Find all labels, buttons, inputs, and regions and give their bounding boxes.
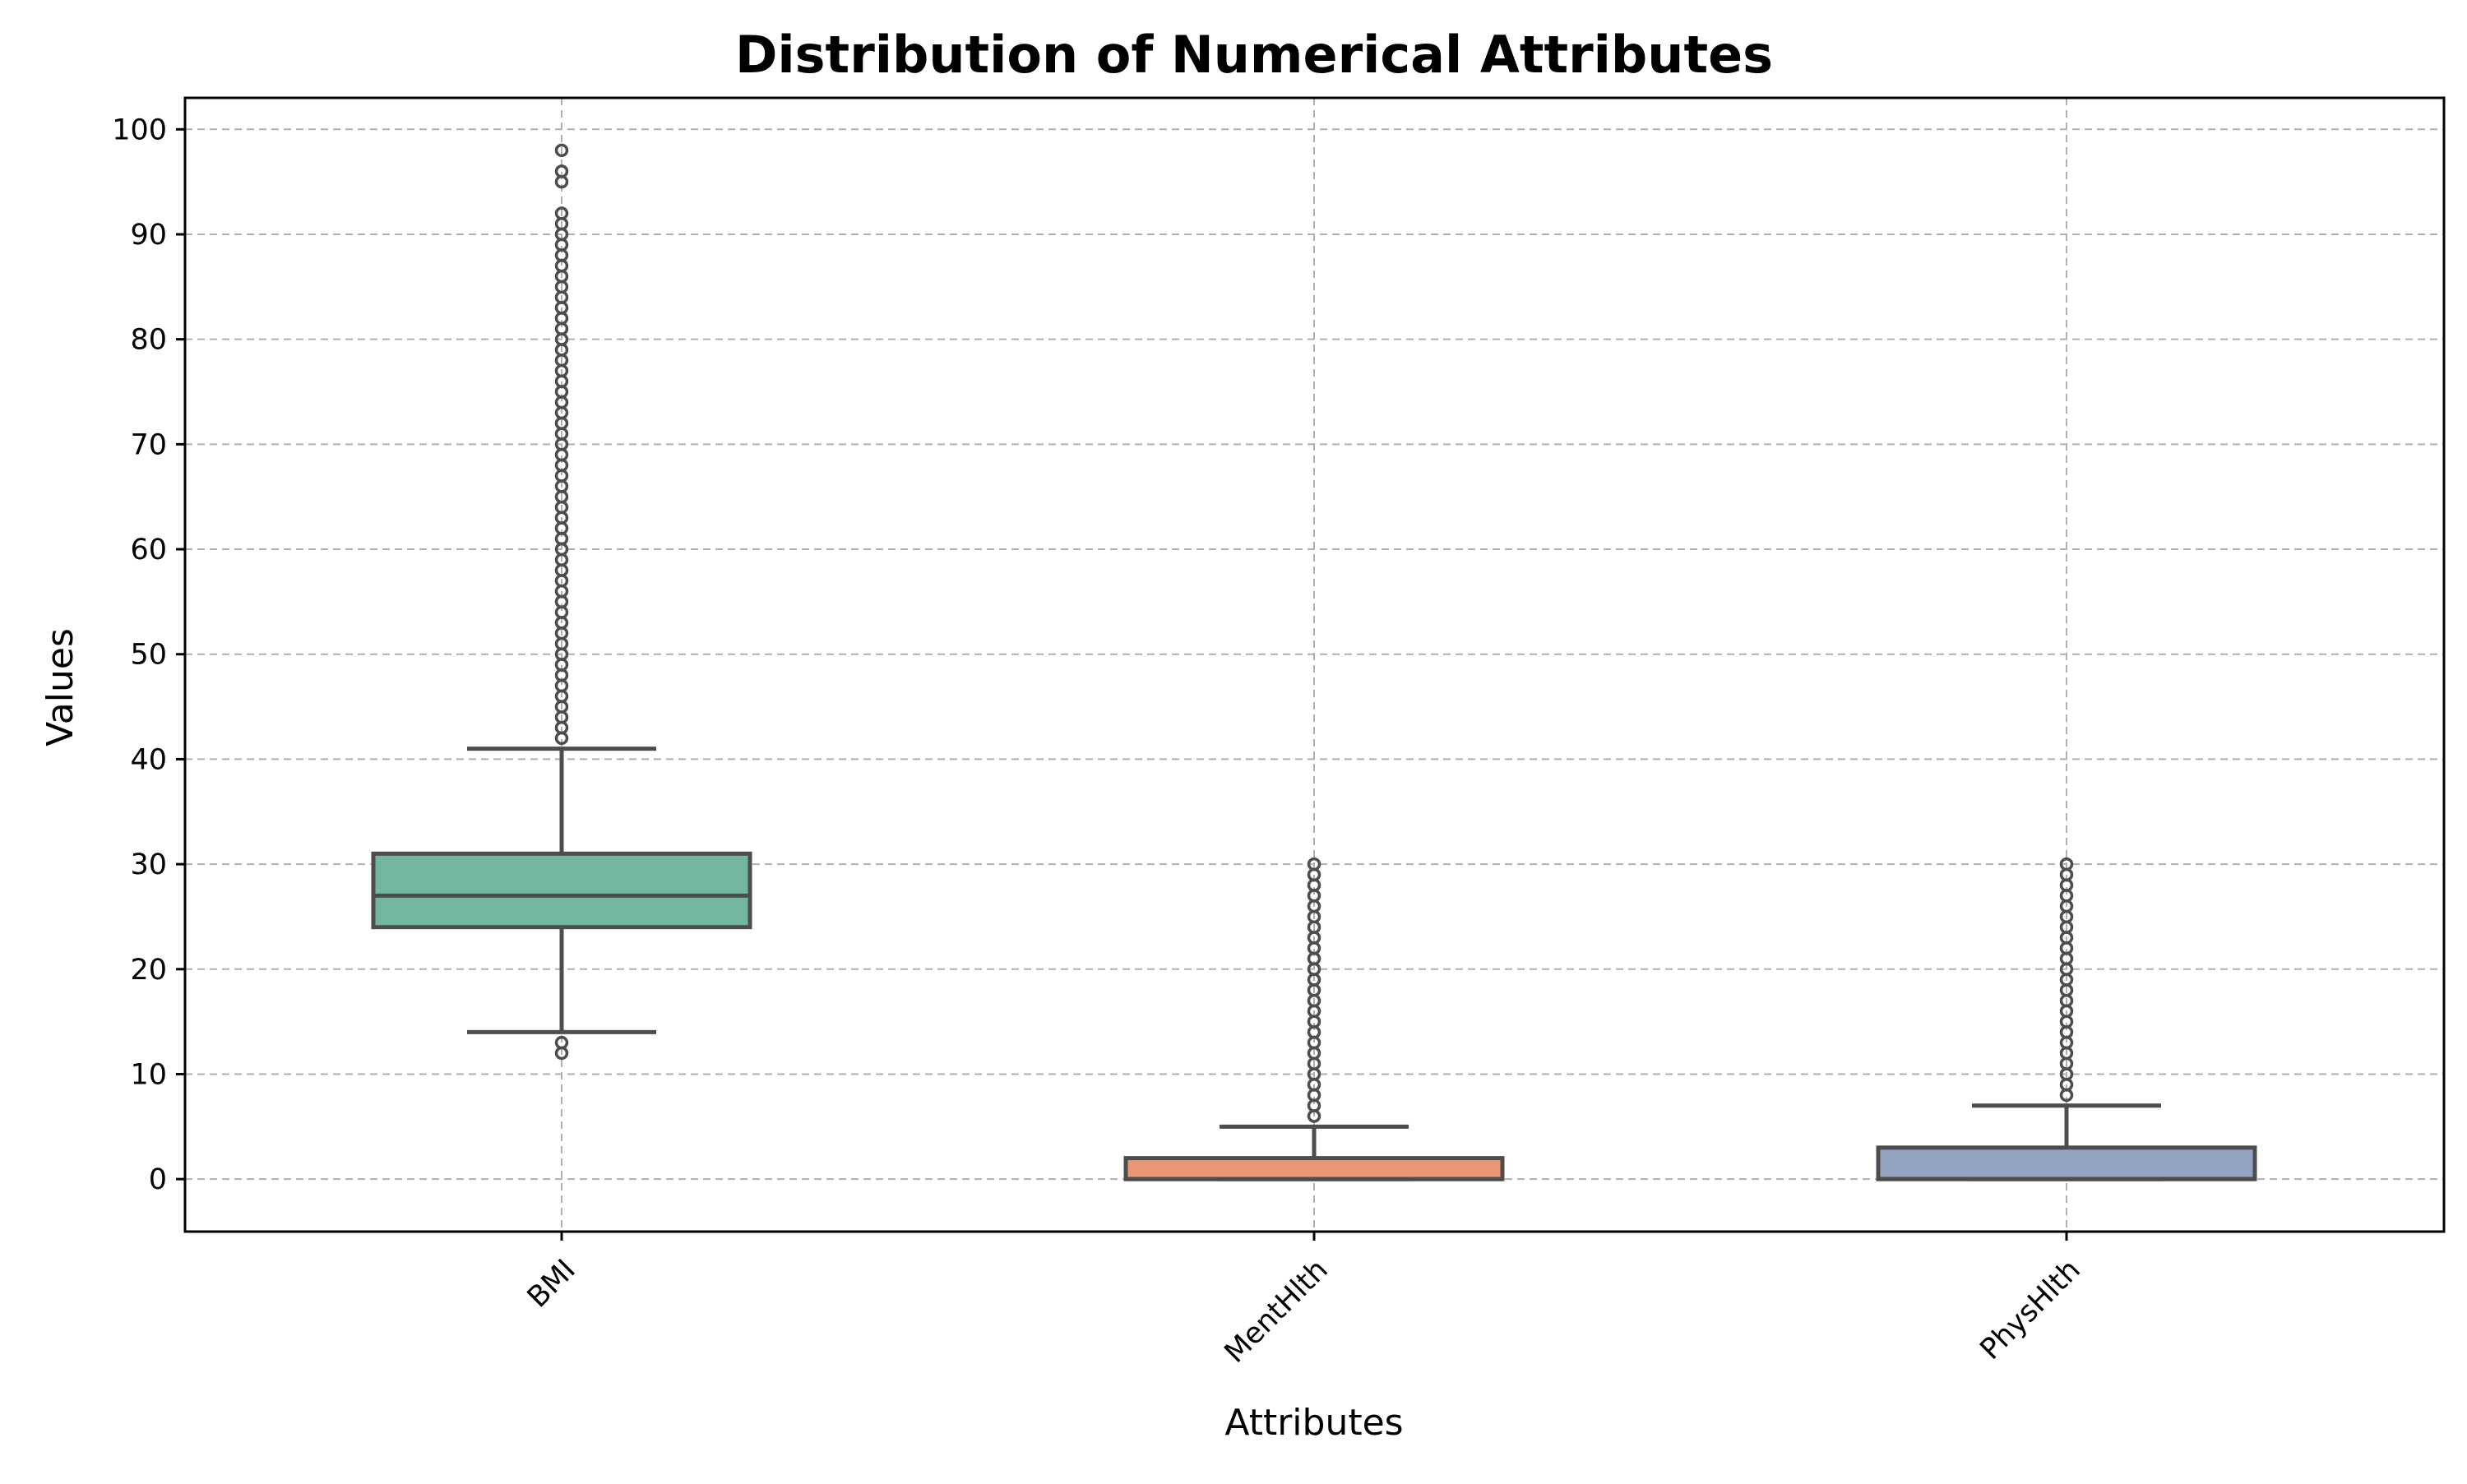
y-tick-label: 70 — [130, 428, 167, 461]
iqr-box — [1123, 1156, 1505, 1181]
outlier-point — [1307, 857, 1321, 871]
outlier-point — [2059, 857, 2074, 871]
chart-title: Distribution of Numerical Attributes — [735, 25, 1773, 85]
x-tick-label: PhysHlth — [1974, 1254, 2087, 1366]
x-tick-label: BMI — [521, 1254, 582, 1315]
iqr-box — [371, 851, 752, 930]
y-tick-label: 50 — [130, 639, 167, 672]
outlier-point — [554, 1035, 569, 1050]
outlier-point — [554, 143, 569, 158]
y-axis-label: Values — [39, 628, 81, 747]
axis-ticks: 0 10 20 30 40 50 60 70 80 90 100 BMI MentHlth PhysHlt… — [112, 113, 2087, 1369]
y-tick-label: 30 — [130, 848, 167, 881]
y-tick-label: 40 — [130, 743, 167, 776]
iqr-box — [1876, 1145, 2257, 1181]
x-tick-label: MentHlth — [1219, 1254, 1335, 1370]
outlier-point — [554, 206, 569, 220]
box-physhlth — [1876, 857, 2257, 1181]
outlier-point — [554, 164, 569, 178]
box-series — [371, 143, 2257, 1181]
y-tick-label: 80 — [130, 324, 167, 357]
y-tick-label: 90 — [130, 219, 167, 252]
box-menthlth — [1123, 857, 1505, 1181]
y-tick-label: 100 — [112, 113, 167, 146]
box-bmi — [371, 143, 752, 1061]
y-tick-label: 20 — [130, 954, 167, 987]
y-tick-label: 0 — [149, 1163, 167, 1196]
y-tick-label: 60 — [130, 534, 167, 566]
x-axis-label: Attributes — [1224, 1402, 1403, 1444]
y-tick-label: 10 — [130, 1058, 167, 1091]
gridlines — [185, 98, 2444, 1232]
